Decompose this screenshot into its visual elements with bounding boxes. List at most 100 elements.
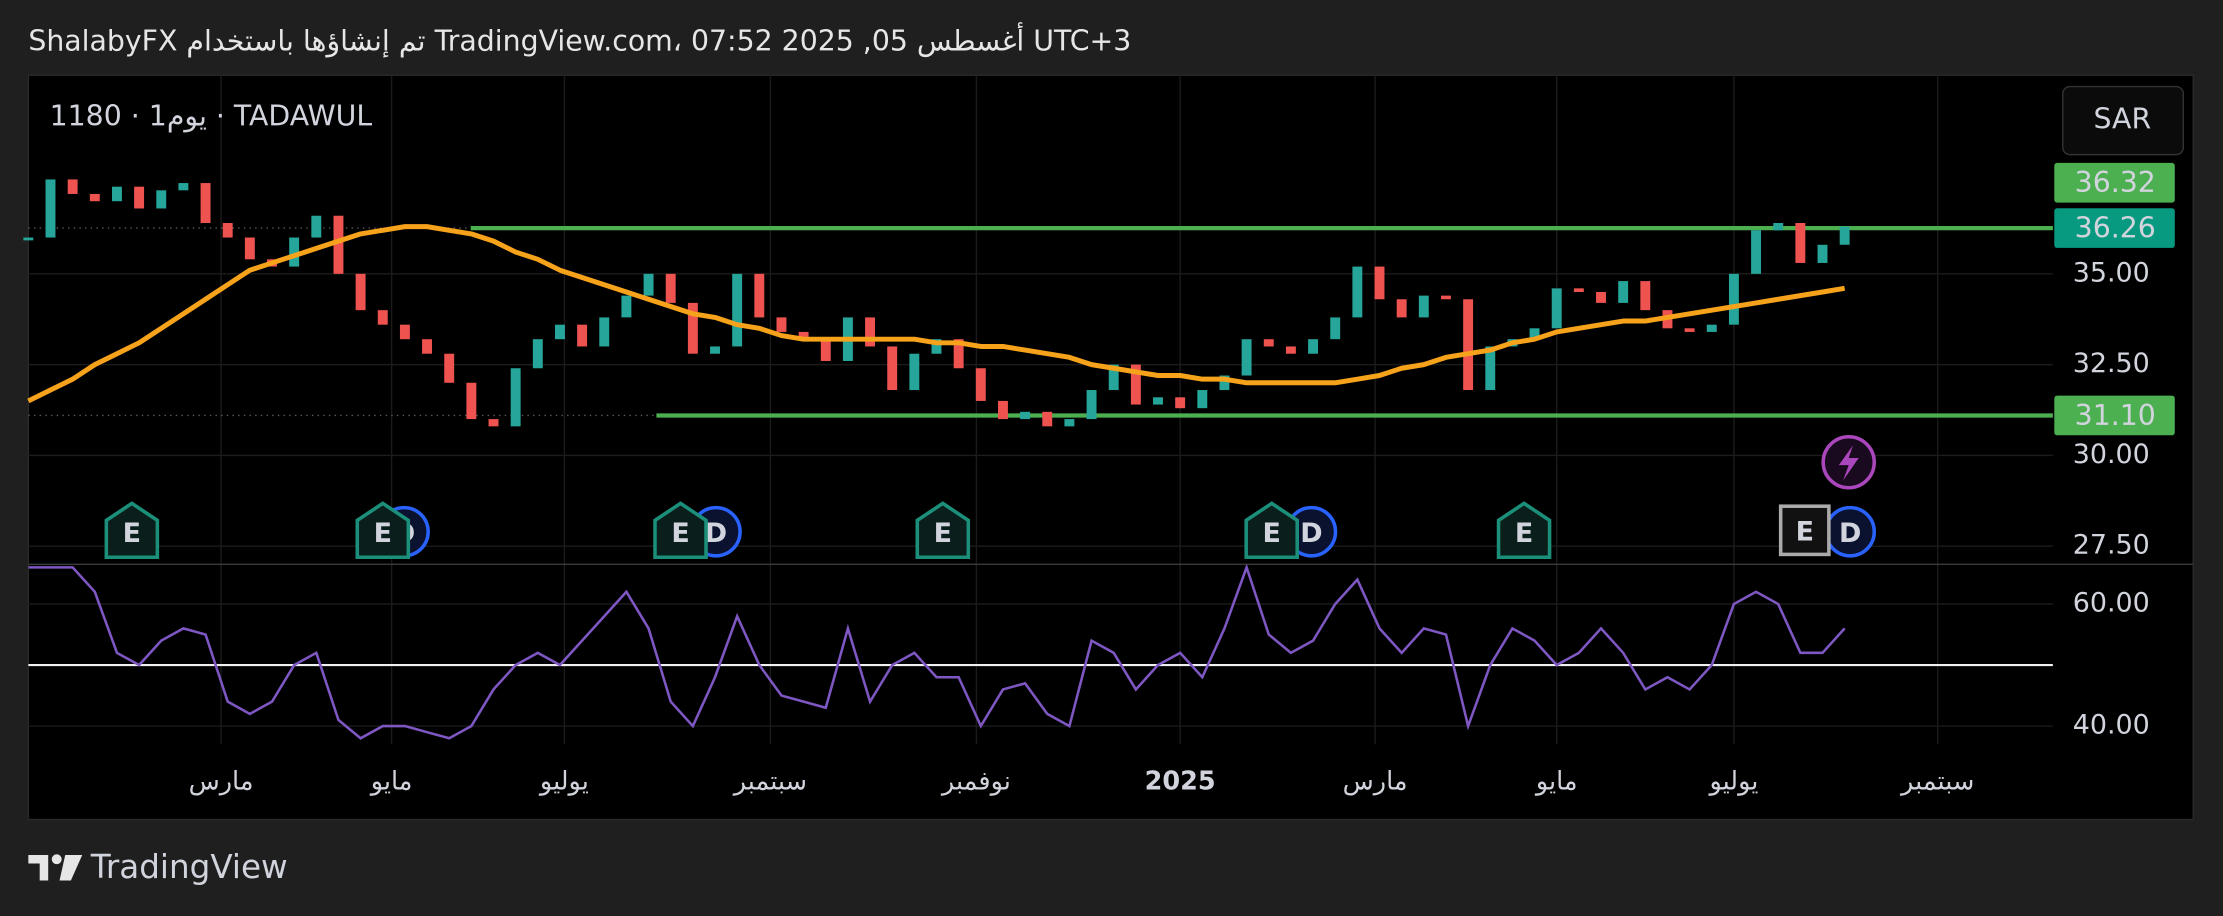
- candle: [1086, 390, 1097, 420]
- candle: [134, 186, 145, 209]
- candle: [1440, 295, 1451, 300]
- candle: [1640, 281, 1651, 311]
- earnings-label: E: [934, 518, 952, 549]
- candle: [1020, 411, 1031, 420]
- candle: [732, 273, 743, 347]
- candle: [665, 273, 676, 303]
- candle: [1197, 390, 1208, 409]
- earnings-label: E: [374, 518, 392, 549]
- earnings-marker: [1778, 504, 1831, 557]
- candle: [687, 302, 698, 354]
- candle: [1463, 299, 1474, 391]
- event-markers: DDDDEEEEEEE: [104, 501, 1877, 560]
- logo-part: [59, 854, 83, 881]
- y-tick-label: 32.50: [2073, 348, 2150, 379]
- price-label: 36.26: [2075, 212, 2156, 245]
- candle: [510, 368, 521, 427]
- candle: [1064, 419, 1075, 427]
- candle: [1330, 317, 1341, 340]
- candle: [1706, 324, 1717, 332]
- candle: [754, 273, 765, 318]
- candle: [1839, 226, 1850, 245]
- candle: [1374, 266, 1385, 300]
- candle: [1773, 223, 1784, 231]
- candle: [289, 237, 300, 267]
- candle: [466, 382, 477, 420]
- earnings-label: E: [123, 518, 141, 549]
- candle: [1241, 339, 1252, 376]
- header-text: ShalabyFX تم إنشاؤها باستخدام TradingVie…: [28, 22, 1131, 58]
- x-tick-label: يوليو: [538, 767, 589, 797]
- candle: [399, 324, 410, 340]
- footer-brand: TradingView: [90, 848, 288, 886]
- x-tick-label: نوفمبر: [940, 767, 1011, 797]
- currency-button[interactable]: [2062, 85, 2185, 156]
- alert-bolt: [1838, 445, 1859, 481]
- candle: [1308, 339, 1319, 354]
- candle: [1684, 328, 1695, 332]
- candle: [710, 346, 720, 354]
- candle: [200, 183, 211, 224]
- currency-label[interactable]: SAR: [2094, 103, 2152, 136]
- earnings-label: E: [1796, 517, 1814, 548]
- y-tick-label: 27.50: [2073, 530, 2150, 561]
- x-tick-label: مايو: [1534, 767, 1578, 797]
- x-tick-label: مارس: [1343, 767, 1408, 797]
- candle: [1751, 230, 1762, 274]
- candle: [156, 190, 167, 209]
- candle: [488, 419, 499, 427]
- candle: [1817, 244, 1828, 263]
- logo-part: [51, 854, 62, 865]
- y-tick-label: 30.00: [2073, 439, 2150, 470]
- candle: [1485, 346, 1496, 391]
- candle: [244, 237, 255, 260]
- earnings-marker: [653, 501, 708, 560]
- earnings-label: E: [671, 518, 689, 549]
- x-tick-label: مارس: [189, 767, 254, 797]
- candle: [1529, 328, 1540, 340]
- candle: [355, 273, 366, 311]
- candle: [577, 324, 588, 347]
- price-label: 36.32: [2075, 166, 2156, 199]
- x-tick-label: مايو: [369, 767, 413, 797]
- footer-logo: [28, 854, 83, 881]
- candle: [1219, 375, 1230, 391]
- candle: [1263, 339, 1274, 347]
- candle: [1042, 411, 1053, 427]
- candle: [1551, 288, 1562, 329]
- candle: [45, 179, 56, 238]
- candle: [333, 215, 344, 274]
- candle: [1285, 346, 1296, 354]
- dividend-label: D: [1839, 518, 1861, 549]
- candle: [1596, 291, 1606, 303]
- candle: [222, 223, 233, 238]
- candle: [532, 339, 543, 369]
- candle: [377, 310, 388, 325]
- candle: [1795, 223, 1806, 263]
- x-tick-label: يوليو: [1707, 767, 1758, 797]
- candle: [865, 317, 876, 347]
- price-label-box: [2054, 395, 2175, 436]
- rsi-line: [28, 564, 1846, 740]
- earnings-marker: [355, 501, 411, 560]
- candle: [643, 273, 654, 296]
- earnings-label: E: [1515, 518, 1533, 549]
- candle: [1418, 295, 1429, 318]
- candle: [89, 193, 100, 202]
- candle: [422, 339, 433, 354]
- price-label-box: [2054, 162, 2175, 203]
- candle: [887, 346, 898, 391]
- x-tick-label: سبتمبر: [732, 767, 807, 797]
- candle: [599, 317, 610, 347]
- candle: [1352, 266, 1363, 318]
- candle: [820, 339, 831, 361]
- alert-icon[interactable]: [1821, 434, 1877, 490]
- plot: [23, 179, 2053, 740]
- x-tick-label: سبتمبر: [1899, 767, 1974, 797]
- candle: [621, 295, 632, 318]
- earnings-marker: [915, 501, 971, 560]
- rsi-tick-label: 40.00: [2073, 710, 2150, 741]
- earnings-marker: [1244, 501, 1299, 560]
